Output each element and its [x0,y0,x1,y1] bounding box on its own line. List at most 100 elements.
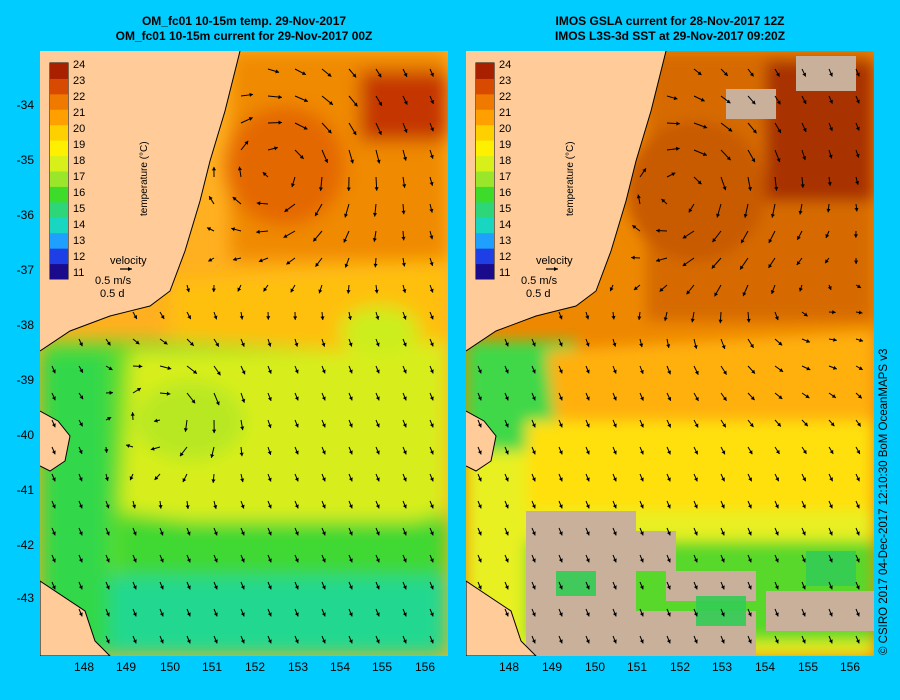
velocity-arrowhead [402,342,407,347]
velocity-arrowhead [290,288,295,293]
velocity-arrowhead [774,316,779,321]
velocity-arrowhead [159,558,164,563]
velocity-arrowhead [187,315,191,320]
colorbar-segment [50,186,68,203]
colorbar-tick-label: 17 [73,171,85,183]
velocity-arrowhead [105,612,110,617]
velocity-arrowhead [51,450,56,455]
velocity-arrowhead [802,504,806,509]
velocity-arrowhead [321,612,326,617]
velocity-arrowhead [211,166,217,171]
velocity-arrowhead [856,450,861,455]
velocity-arrowhead [402,531,407,536]
left-title-line2: OM_fc01 10-15m current for 29-Nov-2017 0… [115,29,373,43]
velocity-arrowhead [343,238,348,243]
velocity-arrowhead [294,612,299,617]
velocity-arrowhead [800,184,805,188]
colorbar-tick-label: 14 [499,219,511,231]
colorbar-segment [50,78,68,95]
velocity-arrowhead [213,639,218,644]
colorbar-tick-label: 23 [73,75,85,87]
velocity-arrowhead [721,450,726,455]
velocity-arrowhead [531,477,536,482]
colorbar-segment [476,217,494,234]
velocity-arrowhead [132,558,137,563]
velocity-arrowhead [375,315,380,320]
velocity-arrowhead [191,399,196,404]
velocity-arrowhead [853,234,858,238]
velocity-arrowhead [51,504,56,509]
velocity-arrowhead [770,290,775,294]
velocity-arrowhead [639,369,644,374]
velocity-arrowhead [826,208,831,213]
velocity-arrowhead [612,558,617,563]
velocity-arrowhead [828,531,833,536]
velocity-arrowhead [375,639,380,644]
colorbar-segment [50,93,68,110]
velocity-arrowhead [801,639,806,644]
velocity-arrowhead [666,344,671,348]
velocity-arrowhead [855,72,860,77]
velocity-arrowhead [828,504,833,509]
velocity-arrowhead [797,235,801,240]
velocity-arrowhead [215,342,219,347]
velocity-arrowhead [740,265,744,270]
velocity-arrowhead [612,504,617,509]
velocity-arrowhead [477,396,482,401]
velocity-arrowhead [558,504,563,509]
velocity-arrowhead [352,131,357,136]
colorbar-tick-label: 11 [499,267,510,279]
velocity-arrowhead [633,286,638,290]
velocity-arrowhead [375,342,380,347]
colorbar-segment [476,201,494,218]
velocity-arrowhead [216,371,221,376]
velocity-arrowhead [375,585,380,590]
velocity-arrowhead [429,369,434,374]
velocity-arrowhead [430,72,434,77]
velocity-arrowhead [135,340,140,345]
velocity-arrowhead [401,262,406,267]
velocity-arrowhead [558,585,563,590]
velocity-arrowhead [267,504,272,509]
velocity-arrowhead [673,96,678,101]
velocity-arrowhead [78,531,83,536]
velocity-time-label: 0.5 d [526,288,550,300]
velocity-arrowhead [132,612,137,617]
left-title-line1: OM_fc01 10-15m temp. 29-Nov-2017 [141,14,347,28]
velocity-arrowhead [531,450,536,455]
velocity-arrowhead [720,612,725,617]
velocity-arrowhead [827,286,832,290]
velocity-arrowhead [829,72,833,77]
velocity-arrowhead [105,639,110,644]
velocity-arrowhead [402,450,407,455]
colorbar-tick-label: 16 [499,187,511,199]
velocity-arrowhead [294,369,299,374]
velocity-arrowhead [667,370,672,375]
velocity-arrowhead [477,477,482,482]
y-tick-label: -38 [16,318,34,332]
velocity-arrowhead [209,196,213,201]
velocity-arrowhead [211,288,216,293]
velocity-arrowhead [531,369,536,374]
velocity-arrowhead [714,292,719,297]
velocity-arrowhead [774,639,779,644]
velocity-arrowhead [321,450,326,455]
velocity-arrowhead [429,423,434,428]
velocity-arrowhead [303,98,308,103]
velocity-arrowhead [829,99,833,104]
velocity-arrowhead [376,159,381,164]
velocity-arrowhead [378,101,382,106]
velocity-arrowhead [855,126,860,131]
velocity-arrowhead [531,531,536,536]
temperature-colorbar [49,62,69,280]
colorbar-tick-label: 14 [73,219,85,231]
velocity-arrowhead [430,127,434,132]
velocity-arrowhead [774,558,779,563]
y-axis-latitude: -34 -35 -36 -37 -38 -39 -40 -41 -42 -43 [0,51,38,656]
velocity-arrowhead [208,257,213,262]
velocity-arrowhead [348,585,353,590]
velocity-arrowhead [51,396,56,401]
velocity-arrowhead [585,342,590,347]
velocity-arrowhead [402,315,407,320]
velocity-arrowhead [105,585,110,590]
